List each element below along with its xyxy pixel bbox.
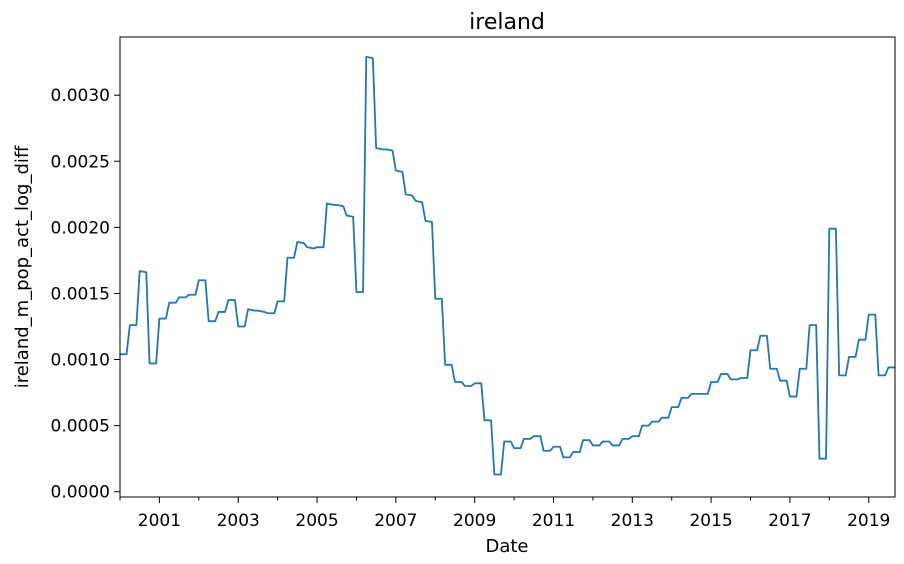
x-axis: 2001 2003 2005 2007 2009 2011 2013 2015 2017 2019: [119, 497, 890, 531]
plot-area: [120, 55, 895, 476]
y-tick-label: 0.0010: [51, 351, 110, 371]
y-axis: 0.0000 0.0005 0.0010 0.0015 0.0020 0.0025 0.00…: [51, 86, 120, 503]
x-tick-label: 2017: [768, 511, 811, 531]
y-tick-label: 0.0015: [51, 284, 110, 304]
x-tick-label: 2015: [689, 511, 732, 531]
y-tick-label: 0.0020: [51, 218, 110, 238]
y-tick-label: 0.0030: [51, 86, 110, 106]
x-tick-label: 2011: [532, 511, 575, 531]
y-tick-label: 0.0000: [51, 483, 110, 503]
x-tick-label: 2007: [374, 511, 417, 531]
y-tick-label: 0.0025: [51, 152, 110, 172]
x-tick-label: 2005: [295, 511, 338, 531]
y-tick-label: 0.0005: [51, 417, 110, 437]
x-tick-label: 2001: [138, 511, 181, 531]
x-tick-label: 2009: [453, 511, 496, 531]
plot-frame: [119, 36, 896, 498]
chart-title: ireland: [469, 10, 545, 35]
x-tick-label: 2019: [847, 511, 890, 531]
y-axis-label: ireland_m_pop_act_log_diff: [12, 145, 33, 388]
series-line-0: [120, 55, 895, 476]
x-axis-label: Date: [485, 536, 528, 557]
x-tick-label: 2013: [611, 511, 654, 531]
x-tick-label: 2003: [217, 511, 260, 531]
